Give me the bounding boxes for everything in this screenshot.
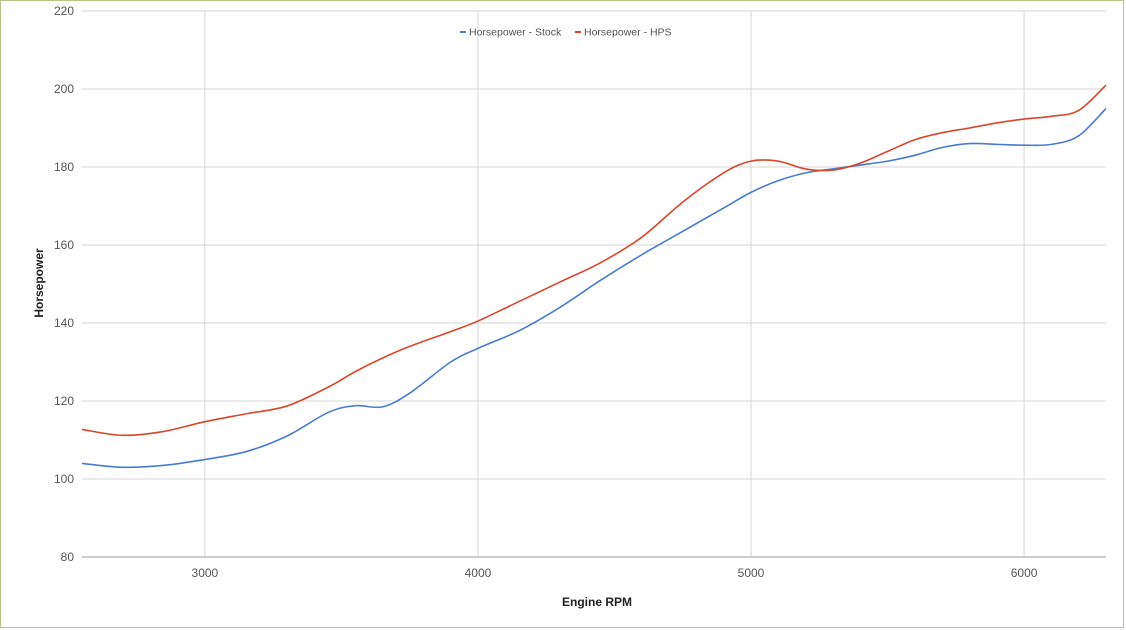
series-line-hps (81, 84, 1107, 437)
x-tick-label: 3000 (192, 566, 219, 580)
x-tick-label: 4000 (465, 566, 492, 580)
y-tick-label: 220 (54, 4, 74, 18)
legend: Horsepower - Stock Horsepower - HPS (460, 27, 672, 39)
y-tick-label: 80 (61, 550, 75, 564)
legend-label: Horsepower - Stock (469, 27, 562, 39)
x-tick-labels: 3000 4000 5000 6000 (192, 566, 1038, 580)
y-tick-labels: 80 100 120 140 160 180 200 220 (54, 4, 74, 564)
y-tick-label: 100 (54, 472, 74, 486)
y-tick-label: 200 (54, 82, 74, 96)
grid-lines (82, 10, 1106, 558)
x-tick-label: 6000 (1011, 566, 1038, 580)
series-lines (81, 84, 1107, 469)
y-tick-label: 160 (54, 238, 74, 252)
legend-label: Horsepower - HPS (584, 27, 672, 39)
y-tick-label: 120 (54, 394, 74, 408)
y-axis-title: Horsepower (32, 248, 46, 318)
series-line-stock (81, 107, 1107, 469)
y-tick-label: 140 (54, 316, 74, 330)
x-axis-title: Engine RPM (562, 595, 632, 609)
y-tick-label: 180 (54, 160, 74, 174)
x-tick-label: 5000 (738, 566, 765, 580)
